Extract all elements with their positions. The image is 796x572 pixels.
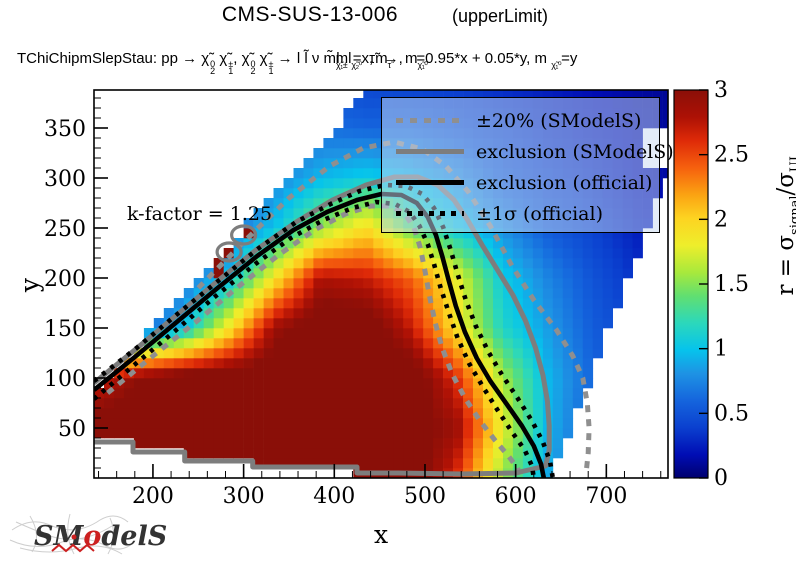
legend-line-solid-gray-icon: [396, 149, 464, 154]
svg-text:150: 150: [44, 317, 86, 342]
formula-segment: ,: [233, 50, 242, 67]
svg-text:600: 600: [495, 484, 537, 509]
formula-segment: →: [182, 50, 202, 67]
page-title: CMS-SUS-13-006: [221, 3, 399, 26]
logo-text-dels: delS: [101, 521, 167, 552]
colorbar-title-token: signal: [788, 195, 796, 235]
logo-decay-zigzag: [51, 543, 95, 553]
plot-frame: [93, 89, 669, 479]
formula-segment: χ̃₁⁰: [551, 60, 562, 70]
svg-text:300: 300: [223, 484, 265, 509]
legend-label: exclusion (official): [476, 171, 653, 194]
formula-segment: =x,: [352, 50, 374, 67]
svg-text:0.5: 0.5: [714, 401, 749, 426]
formula-segment: m̃χ̃₁±: [323, 50, 348, 70]
colorbar-ticks: [699, 89, 708, 479]
svg-text:1: 1: [714, 337, 728, 362]
svg-text:2: 2: [714, 207, 728, 232]
colorbar-title-token: /σ: [773, 172, 796, 196]
formula-segment: τ̃mτ̃: [369, 50, 391, 70]
formula-segment: → l l̃ ν: [273, 50, 324, 67]
axis-tick-labels: 200 300 400 500 600 700 50 100 150 200 250 300 350: [44, 117, 627, 509]
legend-row-pm20-smodels: ±20% (SModelS): [396, 105, 659, 136]
contour-official_minus1sigma: [94, 199, 537, 478]
formula-segment: TChiChipmSlepStau: pp: [17, 50, 183, 67]
x-axis-title: x: [374, 520, 388, 549]
formula-segment: mlχ̃₂⁰: [335, 50, 363, 70]
formula-segment: →,: [383, 50, 403, 67]
svg-text:100: 100: [44, 367, 86, 392]
legend-line-dashed-gray-icon: [396, 118, 464, 123]
svg-text:50: 50: [58, 417, 86, 442]
k-factor-label: k-factor = 1.25: [127, 203, 273, 225]
svg-text:350: 350: [44, 117, 86, 142]
svg-text:400: 400: [313, 484, 355, 509]
colorbar-tick-labels: 0 0.5 1 1.5 2 2.5 3: [714, 78, 749, 491]
contour-smodels_pm20_inner: [106, 203, 524, 478]
smodels-logo: SModelS: [9, 513, 167, 555]
svg-text:2.5: 2.5: [714, 143, 749, 168]
formula-segment: mχ̃₁⁰: [400, 50, 428, 70]
legend-row-exclusion-smodels: exclusion (SModelS): [396, 136, 674, 167]
svg-text:SModelS: SModelS: [34, 521, 167, 552]
svg-text:3: 3: [714, 78, 728, 103]
legend-line-dotted-black-icon: [396, 211, 464, 216]
svg-text:250: 250: [44, 217, 86, 242]
svg-text:0: 0: [714, 466, 728, 491]
formula-segment: χ̃ 0 2: [201, 50, 216, 76]
page-title-suffix: (upperLimit): [452, 6, 549, 26]
formula-segment: χ̃ ±1: [255, 50, 274, 76]
formula-segment: l: [336, 50, 340, 67]
colorbar-title: r = σsignal/σUL: [773, 149, 796, 299]
island-outlines: [215, 224, 258, 263]
colorbar-title-token: r = σ: [773, 235, 796, 296]
logo-text-o: o: [83, 521, 101, 552]
svg-text:700: 700: [585, 484, 627, 509]
svg-text:200: 200: [44, 267, 86, 292]
y-axis-title: y: [15, 277, 44, 293]
formula-segment: =0.95*x + 0.05*y, m: [416, 50, 552, 67]
formula-segment: χ̃ 0 2: [241, 50, 256, 76]
formula-segment: =y: [561, 50, 578, 67]
process-formula: TChiChipmSlepStau: pp → χ̃ 0 2 χ̃ ±1, χ̃ 0 2 …: [17, 50, 789, 76]
axis-ticks: [94, 97, 662, 478]
legend-row-pm1sigma-official: ±1σ (official): [396, 198, 659, 229]
logo-scribble: [9, 513, 133, 555]
plot-legend: ±20% (SModelS) exclusion (SModelS) exclu…: [381, 97, 674, 233]
formula-segment: χ̃ ±1: [215, 50, 234, 76]
svg-text:300: 300: [44, 167, 86, 192]
legend-label: ±1σ (official): [476, 202, 603, 225]
legend-label: exclusion (SModelS): [476, 140, 674, 163]
colorbar-title-token: UL: [788, 152, 796, 173]
legend-row-exclusion-official: exclusion (official): [396, 167, 659, 198]
svg-text:200: 200: [132, 484, 174, 509]
svg-text:1.5: 1.5: [714, 272, 749, 297]
svg-text:500: 500: [404, 484, 446, 509]
logo-vertex-dot: [71, 534, 77, 540]
legend-line-solid-black-icon: [396, 180, 464, 185]
legend-label: ±20% (SModelS): [476, 109, 642, 132]
